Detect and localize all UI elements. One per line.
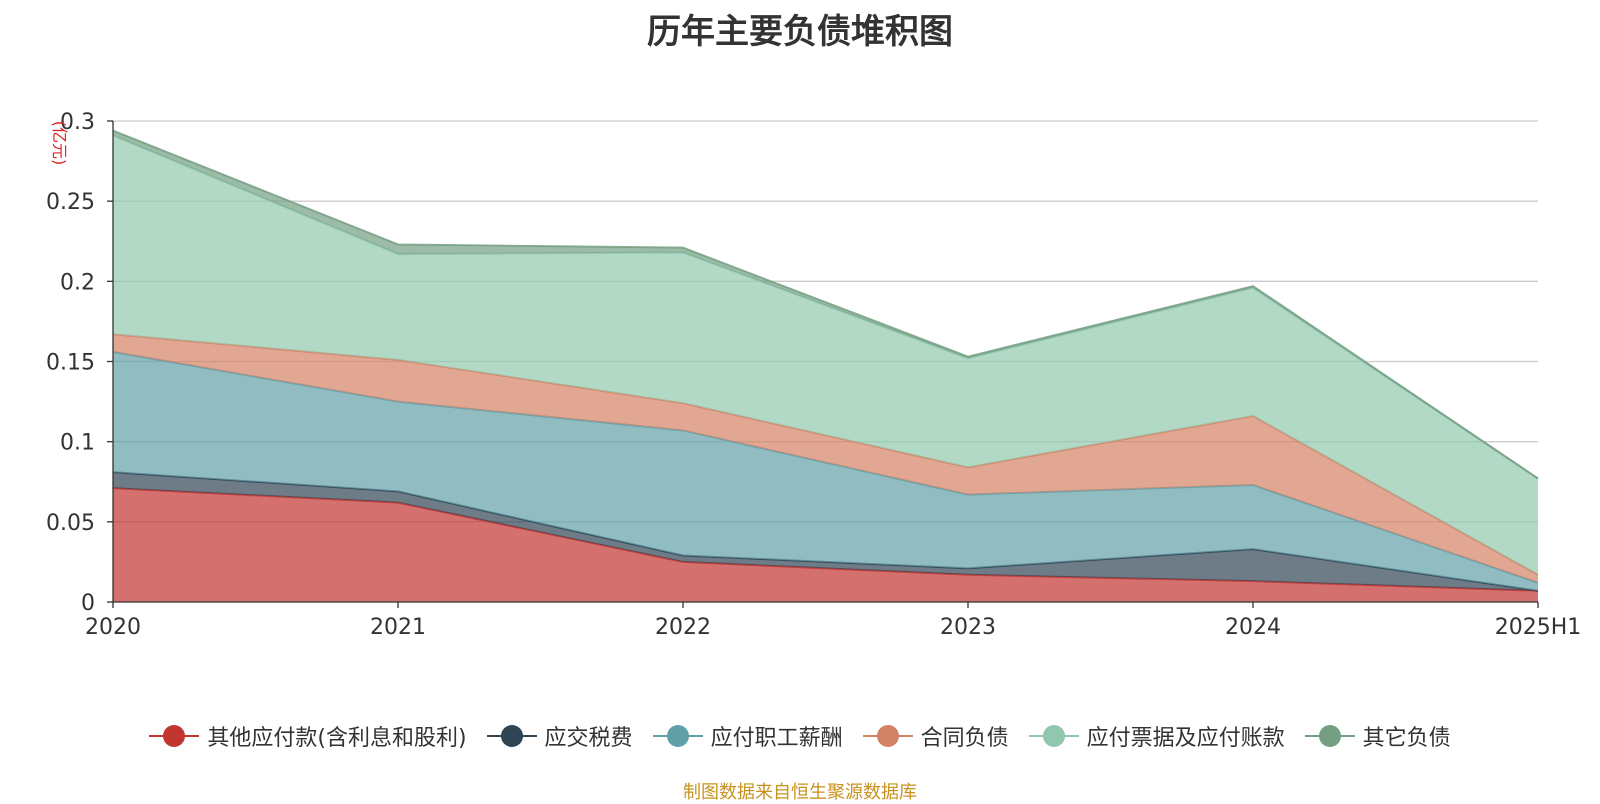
legend-item-6[interactable]: 其它负债	[1304, 720, 1451, 752]
legend-label: 合同负债	[920, 726, 1009, 751]
legend-label: 其它负债	[1362, 726, 1451, 751]
axis-layer: 0 0.05 0.1 0.15 0.2 0.25 0.3 2020 2021 2022 2023 20…	[46, 110, 1581, 640]
legend-marker-icon	[486, 724, 537, 748]
area-series-3	[113, 351, 1538, 591]
legend-item-1[interactable]: 其他应付款(含利息和股利)	[149, 720, 467, 752]
x-tick-label: 2022	[655, 615, 711, 640]
x-tick-label: 2025H1	[1495, 615, 1582, 640]
y-tick-label: 0.05	[46, 511, 95, 536]
legend-label: 其他应付款(含利息和股利)	[207, 726, 467, 751]
y-tick-label: 0.25	[46, 190, 95, 215]
legend-marker-icon	[1028, 724, 1079, 748]
legend-item-2[interactable]: 应交税费	[486, 720, 633, 752]
x-tick-label: 2023	[940, 615, 996, 640]
x-tick-label: 2020	[85, 615, 141, 640]
series-line-6	[112, 129, 1539, 480]
legend-item-4[interactable]: 合同负债	[862, 720, 1009, 752]
legend-label: 应交税费	[544, 726, 633, 751]
legend-item-3[interactable]: 应付职工薪酬	[652, 720, 843, 752]
y-tick-label: 0	[81, 591, 95, 616]
legend-marker-icon	[1304, 724, 1355, 748]
area-layer	[112, 129, 1539, 602]
legend-label: 应付票据及应付账款	[1086, 726, 1285, 751]
y-tick-label: 0.1	[60, 431, 95, 456]
area-series-4	[113, 334, 1538, 583]
x-tick-label: 2024	[1225, 615, 1281, 640]
chart-title: 历年主要负债堆积图	[647, 12, 953, 52]
y-tick-label: 0.3	[60, 110, 95, 135]
legend-item-5[interactable]: 应付票据及应付账款	[1028, 720, 1285, 752]
source-note: 制图数据来自恒生聚源数据库	[683, 782, 917, 803]
legend-label: 应付职工薪酬	[710, 726, 843, 751]
y-unit-label: (亿元)	[50, 121, 69, 166]
legend: 其他应付款(含利息和股利) 应交税费 应付职工薪酬 合同负债 应付票据及应付账款 其它负债	[0, 718, 1600, 754]
area-series-6	[113, 130, 1538, 479]
y-tick-label: 0.2	[60, 270, 95, 295]
legend-marker-icon	[862, 724, 913, 748]
x-tick-label: 2021	[370, 615, 426, 640]
legend-marker-icon	[149, 724, 200, 748]
y-tick-label: 0.15	[46, 351, 95, 376]
area-series-1	[113, 488, 1538, 602]
legend-marker-icon	[652, 724, 703, 748]
area-series-5	[113, 135, 1538, 575]
area-series-2	[113, 472, 1538, 591]
